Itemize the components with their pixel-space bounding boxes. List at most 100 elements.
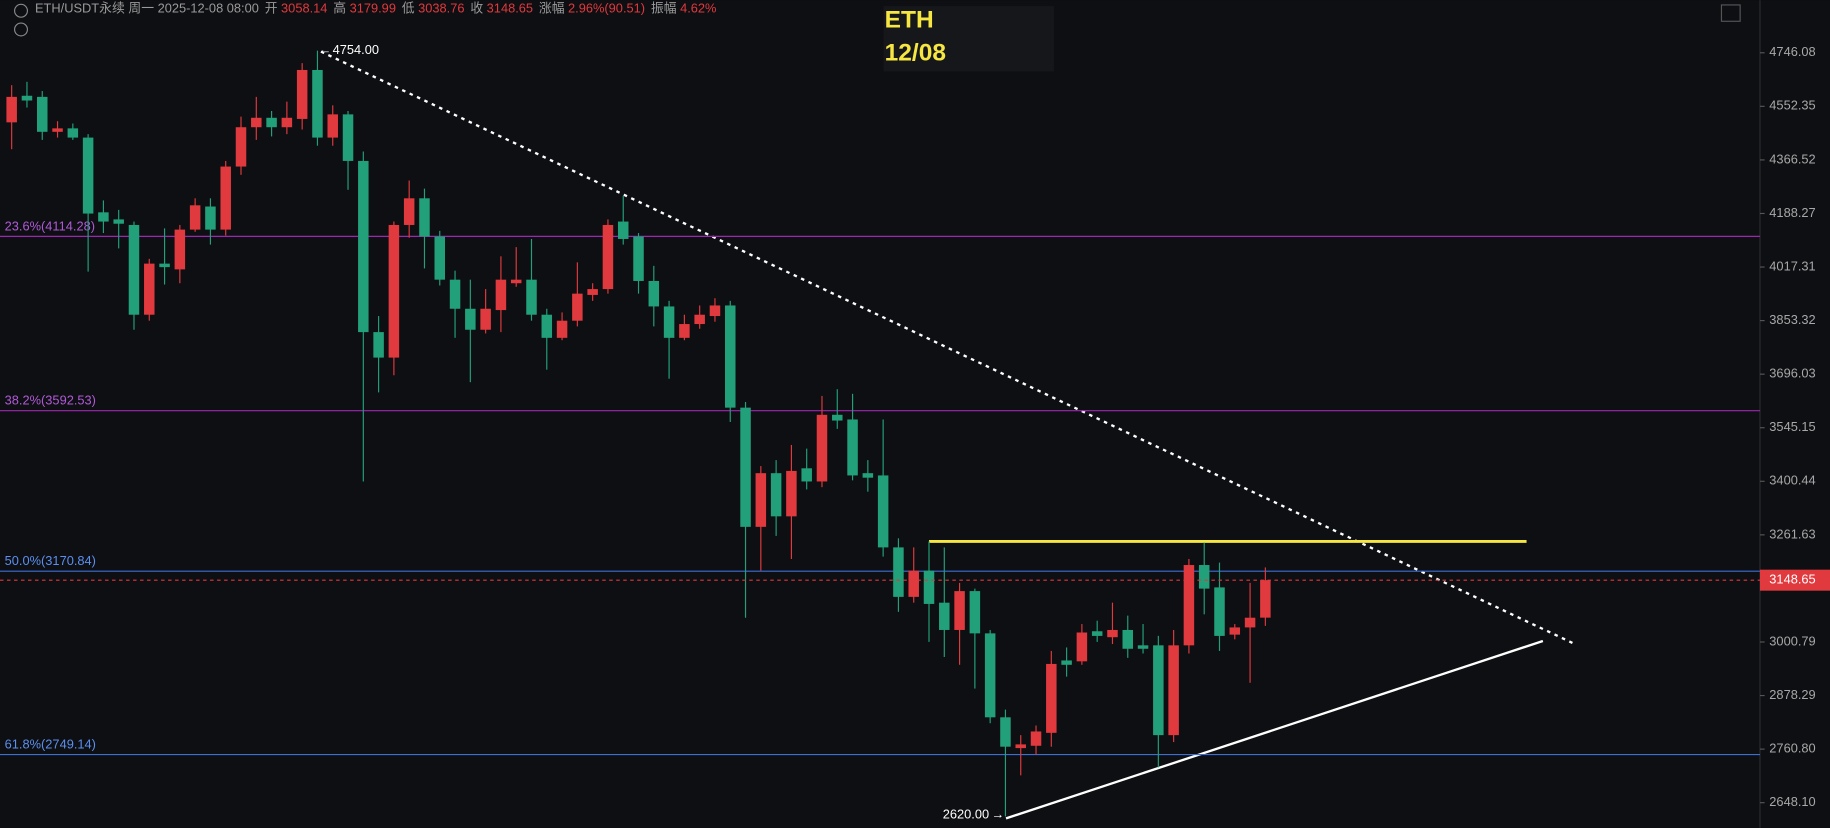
candle-body bbox=[113, 219, 124, 224]
candle-body bbox=[312, 69, 323, 138]
y-tick-label: 4188.27 bbox=[1769, 205, 1815, 220]
candle-body bbox=[786, 470, 797, 517]
candle-body bbox=[449, 279, 461, 309]
candle-body bbox=[251, 117, 262, 128]
y-tick-label: 3696.03 bbox=[1769, 366, 1815, 381]
candle-body bbox=[709, 305, 721, 317]
annotation-label: 2620.00 bbox=[943, 807, 989, 822]
candle-body bbox=[1183, 565, 1195, 646]
candle-body bbox=[144, 263, 155, 315]
candle-body bbox=[724, 305, 736, 408]
candle-body bbox=[327, 114, 338, 138]
candle-body bbox=[495, 279, 507, 311]
candle-body bbox=[923, 570, 935, 604]
candle-body bbox=[633, 236, 644, 281]
candle-body bbox=[587, 289, 598, 295]
candle-body bbox=[832, 414, 843, 421]
candle-body bbox=[403, 198, 415, 225]
candle-body bbox=[1122, 629, 1134, 649]
candle-body bbox=[220, 166, 231, 230]
candle-body bbox=[159, 263, 170, 268]
candle-body bbox=[908, 570, 919, 597]
candle-body bbox=[281, 117, 293, 128]
y-tick-label: 4552.35 bbox=[1769, 98, 1815, 113]
y-tick-label: 2760.80 bbox=[1769, 741, 1815, 756]
y-tick-label: 4746.08 bbox=[1769, 44, 1815, 59]
header-value: 3148.65 bbox=[487, 1, 533, 16]
candle-body bbox=[572, 293, 583, 321]
candle-body bbox=[541, 314, 553, 338]
candle-body bbox=[434, 236, 446, 280]
y-tick-label: 2878.29 bbox=[1769, 687, 1815, 702]
candle-body bbox=[358, 160, 369, 333]
layout-icon[interactable] bbox=[1720, 4, 1741, 22]
settings-icon[interactable] bbox=[14, 22, 29, 37]
trend-line-dotted bbox=[320, 50, 1574, 645]
candle-body bbox=[510, 279, 522, 284]
candle-body bbox=[373, 332, 384, 358]
candle-body bbox=[67, 128, 79, 138]
candle-body bbox=[1030, 731, 1042, 746]
header-label: 收 bbox=[470, 1, 483, 16]
candle-body bbox=[893, 547, 904, 597]
candle-body bbox=[617, 221, 629, 239]
candle-body bbox=[877, 475, 889, 548]
candle-body bbox=[694, 314, 705, 325]
candle-body bbox=[648, 280, 660, 307]
candle-body bbox=[526, 279, 537, 315]
candle-body bbox=[801, 468, 812, 482]
candle-body bbox=[816, 414, 828, 482]
candle-body bbox=[235, 127, 247, 167]
candle-body bbox=[388, 224, 400, 358]
annotation-arrow: → bbox=[991, 807, 1004, 822]
candle-body bbox=[954, 591, 965, 630]
candle-body bbox=[1076, 632, 1088, 662]
candle-body bbox=[6, 96, 17, 123]
candle-body bbox=[1046, 663, 1057, 733]
header-value: 3179.99 bbox=[350, 1, 396, 16]
candle-body bbox=[36, 96, 48, 132]
overlay-date: 12/08 bbox=[885, 39, 946, 66]
candle-body bbox=[1000, 717, 1011, 747]
candle-body bbox=[939, 602, 950, 630]
fib-label: 61.8%(2749.14) bbox=[5, 737, 96, 752]
trend-line-support bbox=[1005, 639, 1544, 820]
candle-body bbox=[296, 69, 308, 119]
candle-body bbox=[480, 308, 491, 330]
collapse-icon[interactable] bbox=[14, 3, 29, 18]
header-label: 开 bbox=[265, 1, 278, 16]
y-tick-label: 3545.15 bbox=[1769, 419, 1815, 434]
candle-body bbox=[1198, 565, 1210, 589]
candle-body bbox=[1061, 660, 1072, 665]
fib-label: 38.2%(3592.53) bbox=[5, 393, 96, 408]
candle-body bbox=[1153, 645, 1164, 736]
fib-label: 50.0%(3170.84) bbox=[5, 553, 96, 568]
y-tick-label: 3000.79 bbox=[1769, 633, 1815, 648]
header-symbol: ETH/USDT永续 周一 2025-12-08 08:00 bbox=[35, 1, 259, 16]
candle-body bbox=[984, 633, 996, 718]
candle-body bbox=[556, 320, 568, 338]
candle-body bbox=[663, 306, 675, 338]
y-tick-label: 2648.10 bbox=[1769, 794, 1815, 809]
y-tick-label: 3261.63 bbox=[1769, 526, 1815, 541]
candle-body bbox=[1137, 645, 1149, 649]
y-tick-label: 3853.32 bbox=[1769, 312, 1815, 327]
candle-body bbox=[1229, 627, 1241, 635]
last-price-tag bbox=[1759, 569, 1830, 591]
header-label: 高 bbox=[333, 1, 346, 16]
candle-body bbox=[52, 128, 63, 132]
header-label: 振幅 bbox=[651, 1, 677, 16]
header: ETH/USDT永续 周一 2025-12-08 08:00 开 3058.14 高 3… bbox=[35, 1, 716, 16]
candle-body bbox=[174, 229, 186, 270]
candle-body bbox=[342, 114, 354, 161]
header-label: 低 bbox=[402, 1, 415, 16]
candle-body bbox=[847, 419, 858, 476]
candle-body bbox=[1260, 580, 1271, 618]
candle-body bbox=[266, 117, 277, 128]
candle-body bbox=[969, 591, 981, 634]
fib-label: 23.6%(4114.28) bbox=[5, 218, 95, 233]
candle-body bbox=[82, 137, 94, 214]
